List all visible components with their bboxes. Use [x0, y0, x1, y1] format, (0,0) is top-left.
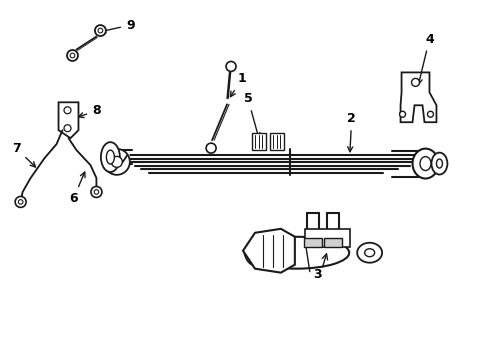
- Ellipse shape: [432, 153, 447, 175]
- Text: 9: 9: [100, 19, 135, 33]
- Ellipse shape: [365, 249, 375, 257]
- Ellipse shape: [91, 186, 102, 197]
- Ellipse shape: [98, 28, 103, 33]
- Ellipse shape: [104, 149, 130, 175]
- Polygon shape: [58, 102, 78, 138]
- Ellipse shape: [15, 197, 26, 207]
- Text: 6: 6: [69, 172, 85, 205]
- Ellipse shape: [245, 239, 273, 267]
- Ellipse shape: [226, 62, 236, 71]
- Circle shape: [64, 125, 71, 132]
- Ellipse shape: [101, 142, 120, 172]
- Ellipse shape: [357, 243, 382, 263]
- Circle shape: [399, 111, 406, 117]
- Polygon shape: [243, 229, 295, 273]
- Text: 8: 8: [78, 104, 101, 118]
- Text: 2: 2: [347, 112, 356, 152]
- Ellipse shape: [95, 25, 106, 36]
- Ellipse shape: [437, 159, 442, 168]
- Text: 1: 1: [230, 72, 246, 97]
- Ellipse shape: [67, 50, 78, 61]
- Circle shape: [64, 107, 71, 114]
- Text: 4: 4: [417, 32, 434, 84]
- Ellipse shape: [70, 53, 75, 58]
- Bar: [270, 133, 284, 150]
- Ellipse shape: [111, 156, 122, 167]
- Bar: [304, 238, 322, 247]
- Ellipse shape: [106, 150, 114, 164]
- Ellipse shape: [206, 143, 216, 153]
- Circle shape: [412, 78, 419, 86]
- Bar: [305, 229, 350, 247]
- Circle shape: [427, 111, 434, 117]
- Ellipse shape: [245, 237, 349, 269]
- Text: 5: 5: [244, 92, 260, 138]
- Ellipse shape: [94, 190, 98, 194]
- Polygon shape: [400, 72, 437, 122]
- Text: 3: 3: [314, 267, 322, 281]
- Ellipse shape: [420, 157, 431, 171]
- Bar: [324, 238, 342, 247]
- Bar: [252, 133, 266, 150]
- Text: 7: 7: [12, 142, 35, 167]
- Ellipse shape: [413, 149, 439, 179]
- Ellipse shape: [18, 200, 23, 204]
